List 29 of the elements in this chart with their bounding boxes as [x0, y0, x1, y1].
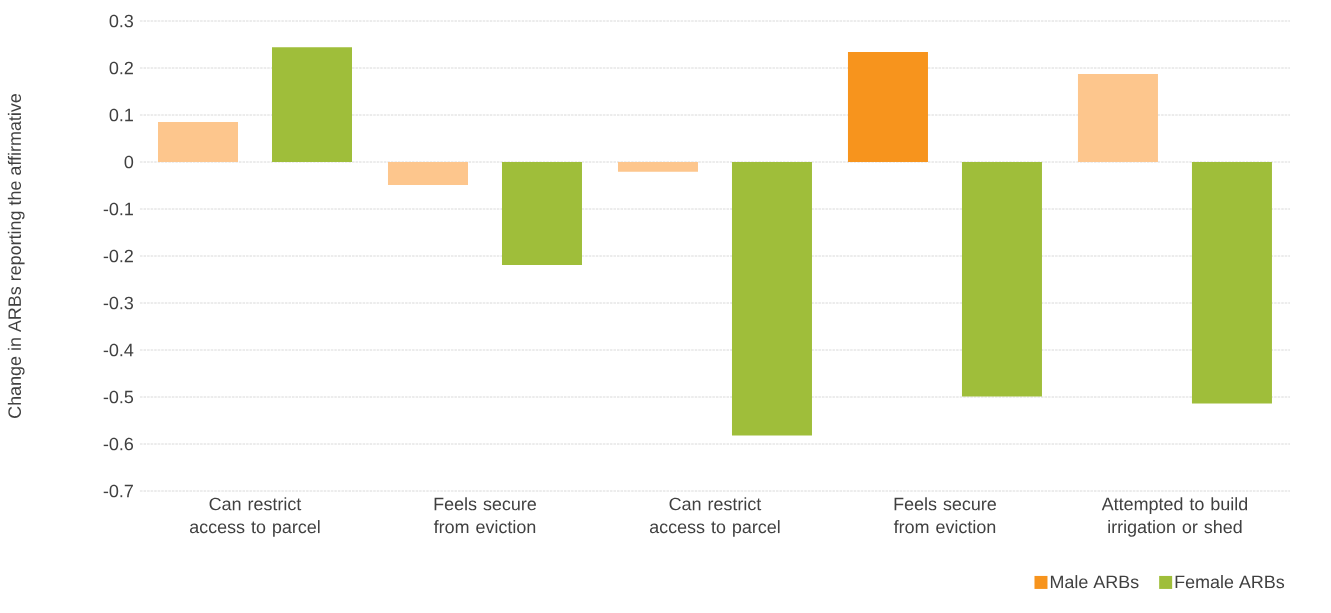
bar [1191, 162, 1272, 404]
y-tick-label: -0.5 [103, 390, 134, 404]
bar [157, 122, 238, 162]
legend-label: Female ARBs [1175, 575, 1285, 589]
y-tick-label: 0.3 [109, 14, 134, 28]
y-tick-label: -0.4 [103, 343, 134, 357]
y-tick-label: -0.1 [103, 202, 133, 216]
y-tick-label: -0.3 [103, 296, 134, 310]
y-tick-label: 0.1 [109, 108, 133, 122]
x-tick-label: Can restrict access to parcel [189, 497, 320, 537]
bar [847, 52, 928, 162]
bar [271, 47, 352, 162]
y-tick-label: -0.7 [103, 484, 133, 498]
x-tick-label: Attempted to build irrigation or shed [1101, 497, 1248, 537]
legend-label: Male ARBs [1050, 575, 1139, 589]
bar [961, 162, 1042, 397]
bar [617, 162, 698, 172]
x-tick-label: Feels secure from eviction [433, 497, 536, 534]
bar [1077, 74, 1158, 162]
y-axis-title: Change in ARBs reporting the affirmative [7, 94, 25, 418]
y-tick-label: 0 [124, 155, 134, 169]
x-tick-label: Can restrict access to parcel [649, 497, 780, 537]
y-tick-label: 0.2 [109, 61, 133, 75]
x-tick-label: Feels secure from eviction [893, 497, 996, 534]
bar [501, 162, 582, 265]
bar [387, 162, 468, 186]
y-tick-label: -0.6 [103, 437, 134, 451]
y-tick-label: -0.2 [103, 249, 133, 263]
bar [731, 162, 812, 436]
